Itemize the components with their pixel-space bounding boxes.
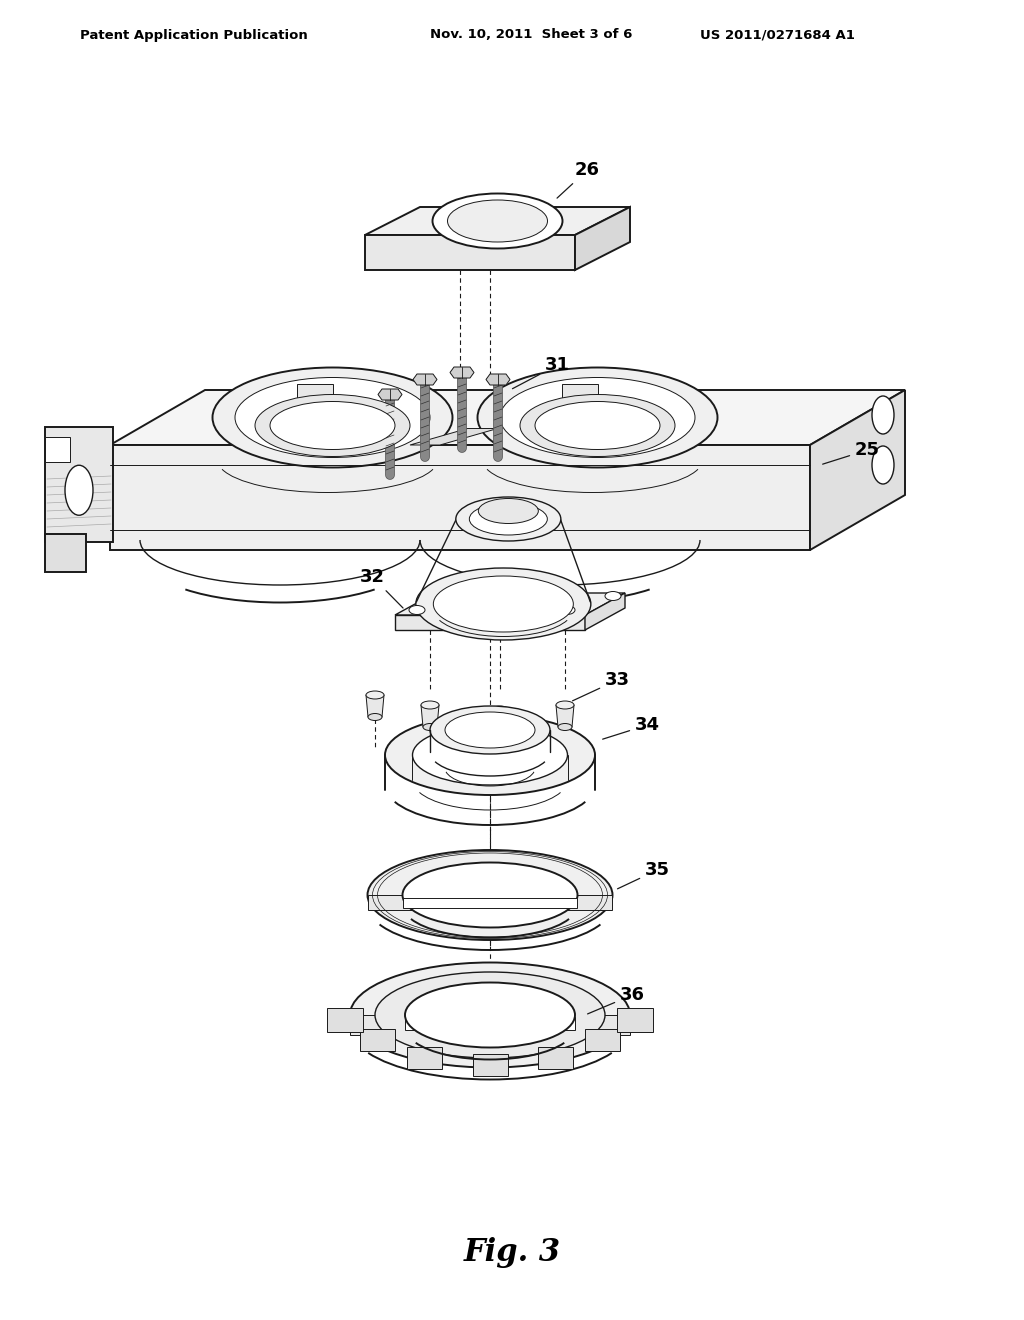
Ellipse shape: [559, 606, 575, 615]
Text: 36: 36: [588, 986, 645, 1014]
Polygon shape: [45, 437, 70, 462]
Polygon shape: [561, 384, 597, 400]
Polygon shape: [421, 705, 439, 727]
Ellipse shape: [432, 194, 562, 248]
Ellipse shape: [234, 378, 430, 458]
Ellipse shape: [605, 591, 621, 601]
Polygon shape: [408, 1047, 442, 1069]
Polygon shape: [472, 1053, 508, 1076]
Polygon shape: [413, 374, 437, 385]
Ellipse shape: [430, 706, 550, 754]
Ellipse shape: [520, 395, 675, 457]
Ellipse shape: [478, 499, 539, 524]
Ellipse shape: [445, 711, 535, 748]
Polygon shape: [490, 710, 509, 733]
Polygon shape: [350, 1015, 630, 1035]
Ellipse shape: [500, 378, 695, 458]
Ellipse shape: [368, 850, 612, 940]
Polygon shape: [368, 895, 612, 909]
Text: 34: 34: [603, 715, 660, 739]
Text: US 2011/0271684 A1: US 2011/0271684 A1: [700, 29, 855, 41]
Polygon shape: [365, 235, 575, 271]
Polygon shape: [810, 389, 905, 550]
Ellipse shape: [872, 446, 894, 484]
Ellipse shape: [350, 962, 630, 1068]
Ellipse shape: [421, 701, 439, 709]
Ellipse shape: [366, 690, 384, 700]
Polygon shape: [359, 1030, 395, 1051]
Polygon shape: [585, 1030, 621, 1051]
Ellipse shape: [270, 401, 395, 450]
Text: 33: 33: [572, 671, 630, 701]
Polygon shape: [585, 593, 625, 630]
Ellipse shape: [385, 715, 595, 795]
Polygon shape: [366, 696, 384, 717]
Ellipse shape: [556, 701, 574, 709]
Ellipse shape: [65, 465, 93, 515]
Ellipse shape: [213, 367, 453, 467]
Polygon shape: [617, 1008, 653, 1032]
Ellipse shape: [416, 568, 591, 640]
Ellipse shape: [402, 862, 578, 928]
Polygon shape: [378, 389, 402, 400]
Ellipse shape: [456, 498, 561, 541]
Polygon shape: [575, 207, 630, 271]
Ellipse shape: [477, 367, 718, 467]
Ellipse shape: [447, 201, 548, 242]
Polygon shape: [110, 445, 810, 550]
Ellipse shape: [872, 396, 894, 434]
Polygon shape: [365, 207, 630, 235]
Polygon shape: [403, 898, 577, 908]
Ellipse shape: [409, 606, 425, 615]
Ellipse shape: [375, 972, 605, 1059]
Text: 35: 35: [617, 861, 670, 888]
Polygon shape: [556, 705, 574, 727]
Polygon shape: [45, 426, 113, 543]
Ellipse shape: [406, 982, 575, 1048]
Text: Nov. 10, 2011  Sheet 3 of 6: Nov. 10, 2011 Sheet 3 of 6: [430, 29, 633, 41]
Polygon shape: [486, 374, 510, 385]
Text: 25: 25: [822, 441, 880, 465]
Text: 32: 32: [360, 568, 403, 609]
Polygon shape: [450, 367, 474, 378]
Ellipse shape: [535, 401, 660, 450]
Polygon shape: [406, 1016, 575, 1030]
Ellipse shape: [413, 725, 567, 785]
Polygon shape: [410, 429, 498, 445]
Ellipse shape: [368, 714, 382, 721]
Ellipse shape: [469, 503, 548, 535]
Ellipse shape: [490, 706, 509, 714]
Ellipse shape: [558, 723, 572, 730]
Text: Fig. 3: Fig. 3: [464, 1237, 560, 1267]
Polygon shape: [395, 615, 585, 630]
Text: 31: 31: [512, 356, 570, 388]
Polygon shape: [327, 1008, 362, 1032]
Text: Patent Application Publication: Patent Application Publication: [80, 29, 308, 41]
Ellipse shape: [255, 395, 410, 457]
Polygon shape: [538, 1047, 572, 1069]
Polygon shape: [395, 593, 625, 615]
Polygon shape: [297, 384, 333, 400]
Ellipse shape: [433, 576, 573, 632]
Polygon shape: [110, 389, 905, 445]
Text: 26: 26: [557, 161, 600, 198]
Ellipse shape: [493, 729, 507, 735]
Polygon shape: [45, 535, 86, 572]
Ellipse shape: [423, 723, 437, 730]
